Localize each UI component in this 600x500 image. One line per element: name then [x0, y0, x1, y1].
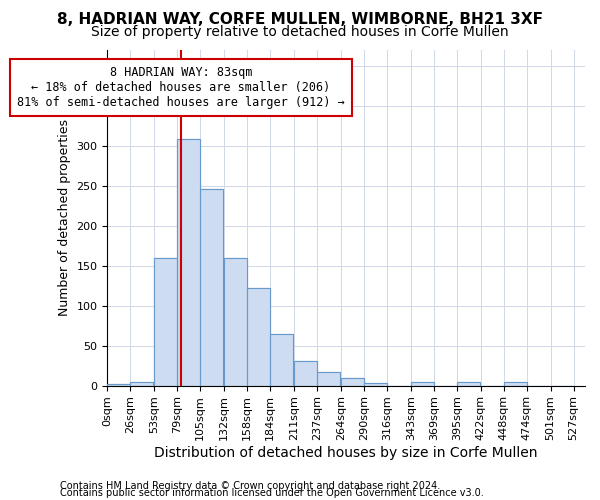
Bar [457, 382, 480, 386]
Bar [411, 382, 434, 386]
Y-axis label: Number of detached properties: Number of detached properties [58, 120, 71, 316]
Bar [177, 140, 200, 386]
Bar [503, 382, 527, 386]
Bar [364, 383, 387, 386]
Text: Size of property relative to detached houses in Corfe Mullen: Size of property relative to detached ho… [91, 25, 509, 39]
Text: 8, HADRIAN WAY, CORFE MULLEN, WIMBORNE, BH21 3XF: 8, HADRIAN WAY, CORFE MULLEN, WIMBORNE, … [57, 12, 543, 28]
Bar [341, 378, 364, 386]
Bar [317, 372, 340, 386]
Bar [154, 258, 177, 386]
Text: Contains HM Land Registry data © Crown copyright and database right 2024.: Contains HM Land Registry data © Crown c… [60, 481, 440, 491]
Text: 8 HADRIAN WAY: 83sqm
← 18% of detached houses are smaller (206)
81% of semi-deta: 8 HADRIAN WAY: 83sqm ← 18% of detached h… [17, 66, 344, 109]
Bar [247, 288, 270, 386]
Bar [270, 334, 293, 386]
X-axis label: Distribution of detached houses by size in Corfe Mullen: Distribution of detached houses by size … [154, 446, 538, 460]
Bar [224, 258, 247, 386]
Bar [107, 384, 130, 386]
Bar [200, 189, 223, 386]
Bar [130, 382, 154, 386]
Text: Contains public sector information licensed under the Open Government Licence v3: Contains public sector information licen… [60, 488, 484, 498]
Bar [294, 361, 317, 386]
